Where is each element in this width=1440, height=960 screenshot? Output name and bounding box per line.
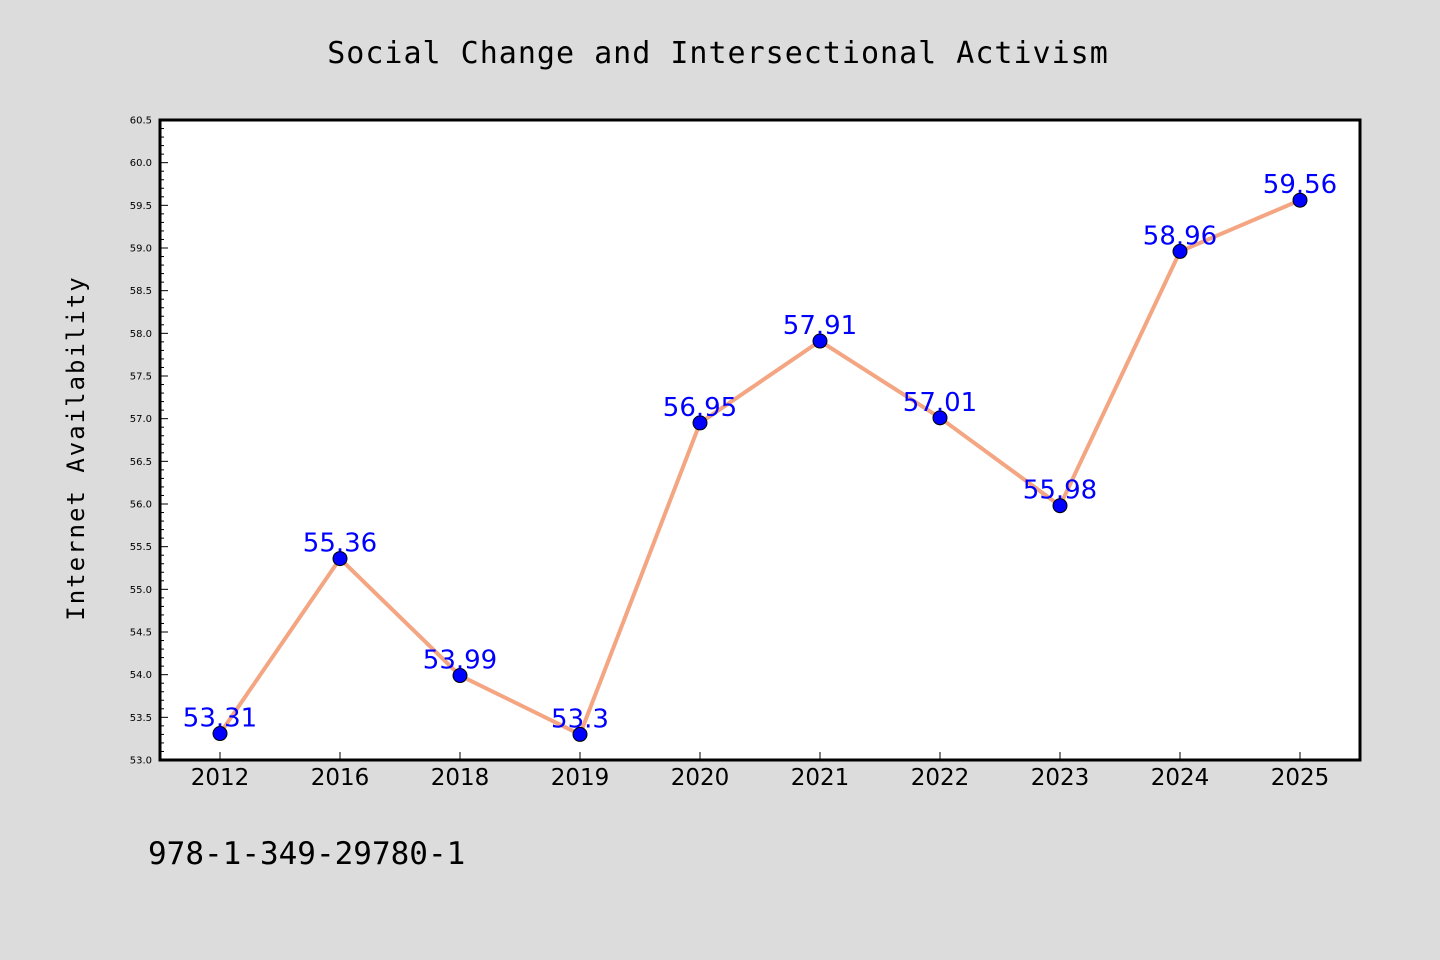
x-tick-label: 2025 [1271, 765, 1330, 791]
data-point [452, 668, 468, 684]
y-axis: 53.0 53.5 54.0 54.5 55.0 55.5 56.0 56.5 57.0 57.5… [130, 116, 168, 767]
chart-title: Social Change and Intersectional Activis… [327, 36, 1109, 71]
data-label: 58.96 [1143, 221, 1217, 251]
x-tick-label: 2016 [311, 765, 370, 791]
y-tick-label: 57.0 [130, 414, 152, 425]
data-label: 53.31 [183, 704, 257, 734]
plot-frame [158, 118, 1362, 762]
x-tick-label: 2022 [911, 765, 970, 791]
y-tick-label: 53.5 [130, 713, 152, 724]
data-point [332, 551, 348, 567]
data-point [932, 410, 948, 426]
data-point [1052, 498, 1068, 514]
y-tick-label: 55.0 [130, 585, 152, 596]
series-line [218, 198, 1302, 737]
data-point [1292, 192, 1308, 208]
series-markers [212, 192, 1308, 742]
y-tick-label: 58.5 [130, 286, 152, 297]
data-label: 53.99 [423, 646, 497, 676]
y-tick-label: 60.5 [130, 116, 152, 127]
y-tick-label: 59.5 [130, 201, 152, 212]
x-tick-label: 2012 [191, 765, 250, 791]
y-tick-label: 56.5 [130, 457, 152, 468]
plot-area [160, 120, 1360, 760]
data-point [692, 415, 708, 431]
data-label: 53.3 [551, 704, 609, 734]
data-label: 55.98 [1023, 476, 1097, 506]
x-tick-label: 2018 [431, 765, 490, 791]
data-label: 57.91 [783, 311, 857, 341]
data-label: 55.36 [303, 529, 377, 559]
y-tick-label: 54.5 [130, 628, 152, 639]
y-tick-label: 56.0 [130, 500, 152, 511]
data-label: 57.01 [903, 388, 977, 418]
x-tick-label: 2020 [671, 765, 730, 791]
data-point [212, 726, 228, 742]
y-tick-label: 57.5 [130, 372, 152, 383]
x-tick-label: 2023 [1031, 765, 1090, 791]
x-tick-label: 2019 [551, 765, 610, 791]
y-axis-label: Internet Availability [62, 275, 90, 620]
data-point [572, 726, 588, 742]
y-tick-label: 53.0 [130, 756, 152, 767]
data-labels: 53.31 55.36 53.99 53.3 56.95 57.91 57.01 55.98 5… [183, 170, 1337, 734]
y-tick-label: 55.5 [130, 542, 152, 553]
x-tick-label: 2021 [791, 765, 850, 791]
y-tick-label: 60.0 [130, 158, 152, 169]
data-label: 59.56 [1263, 170, 1337, 200]
footnote: 978-1-349-29780-1 [148, 836, 465, 872]
data-label: 56.95 [663, 393, 737, 423]
y-tick-label: 59.0 [130, 244, 152, 255]
y-tick-label: 54.0 [130, 670, 152, 681]
x-axis: 2012 2016 2018 2019 2020 2021 2022 2023 2024 2025 [191, 752, 1330, 791]
data-point [1172, 243, 1188, 259]
y-tick-label: 58.0 [130, 329, 152, 340]
data-point [812, 333, 828, 349]
x-tick-label: 2024 [1151, 765, 1210, 791]
